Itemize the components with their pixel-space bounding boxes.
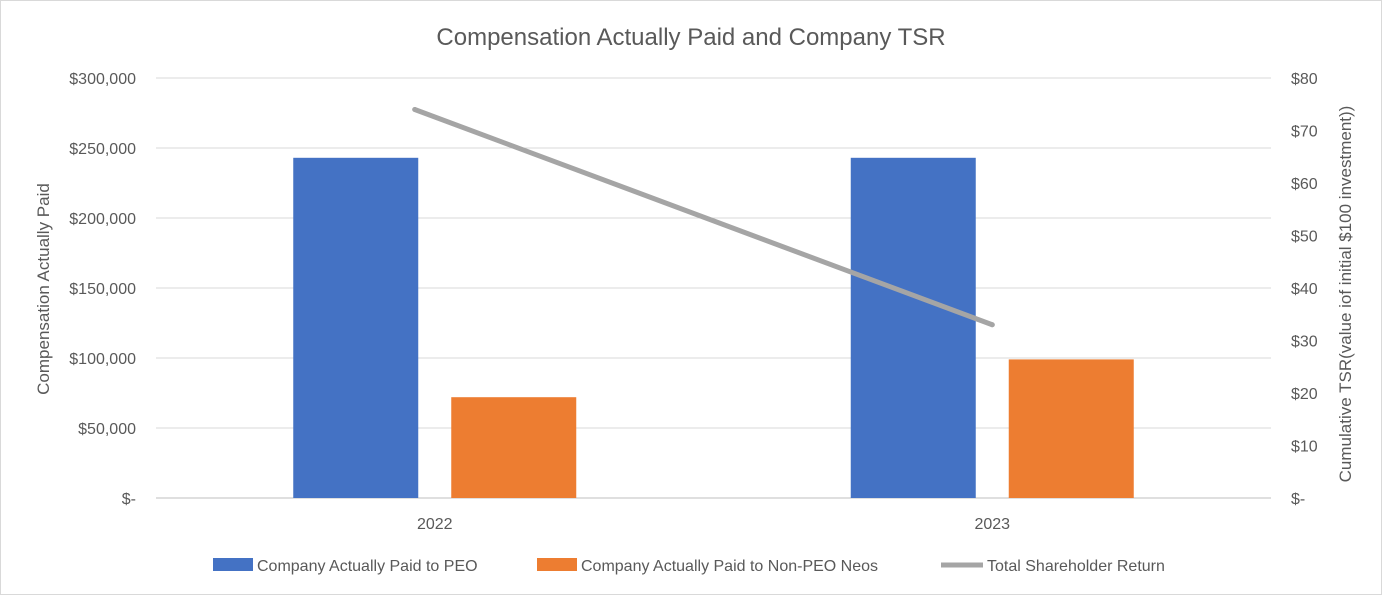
x-tick-label-2022: 2022 xyxy=(417,516,453,533)
tsr-line xyxy=(412,107,995,328)
left-axis-title: Compensation Actually Paid xyxy=(34,183,53,395)
left-tick-label: $300,000 xyxy=(69,71,136,88)
right-axis-ticks: $- $10 $20 $30 $40 $50 $60 $70 $80 xyxy=(1291,71,1318,508)
bar-peo-2022 xyxy=(293,157,419,499)
right-tick-label: $70 xyxy=(1291,124,1318,141)
right-tick-label: $- xyxy=(1291,491,1305,508)
tsr-point-2022 xyxy=(412,107,418,112)
legend: Company Actually Paid to PEO Company Actu… xyxy=(213,558,1165,575)
legend-label: Total Shareholder Return xyxy=(987,558,1165,575)
left-tick-label: $- xyxy=(122,491,136,508)
left-tick-label: $200,000 xyxy=(69,211,136,228)
bar-non-peo-2022 xyxy=(451,397,577,498)
right-tick-label: $10 xyxy=(1291,439,1318,456)
right-tick-label: $40 xyxy=(1291,281,1318,298)
bar-non-peo-2023 xyxy=(1008,359,1134,498)
left-tick-label: $50,000 xyxy=(78,421,136,438)
chart-title: Compensation Actually Paid and Company T… xyxy=(436,24,945,51)
right-axis-title: Cumulative TSR(value iof initial $100 in… xyxy=(1336,106,1355,483)
bars xyxy=(293,157,1134,499)
tsr-line-group xyxy=(412,107,995,328)
left-axis-ticks: $- $50,000 $100,000 $150,000 $200,000 $250,00… xyxy=(69,71,136,508)
bar-peo-2023 xyxy=(850,157,976,499)
right-tick-label: $50 xyxy=(1291,229,1318,246)
right-tick-label: $30 xyxy=(1291,334,1318,351)
legend-swatch xyxy=(537,558,577,571)
legend-swatch xyxy=(213,558,253,571)
right-tick-label: $60 xyxy=(1291,176,1318,193)
left-tick-label: $150,000 xyxy=(69,281,136,298)
right-tick-label: $80 xyxy=(1291,71,1318,88)
left-tick-label: $100,000 xyxy=(69,351,136,368)
x-axis-ticks: 2022 2023 xyxy=(417,516,1010,533)
legend-label: Company Actually Paid to PEO xyxy=(257,558,478,575)
x-tick-label-2023: 2023 xyxy=(974,516,1010,533)
right-tick-label: $20 xyxy=(1291,386,1318,403)
tsr-point-2023 xyxy=(989,322,995,328)
legend-label: Company Actually Paid to Non-PEO Neos xyxy=(581,558,878,575)
left-tick-label: $250,000 xyxy=(69,141,136,158)
